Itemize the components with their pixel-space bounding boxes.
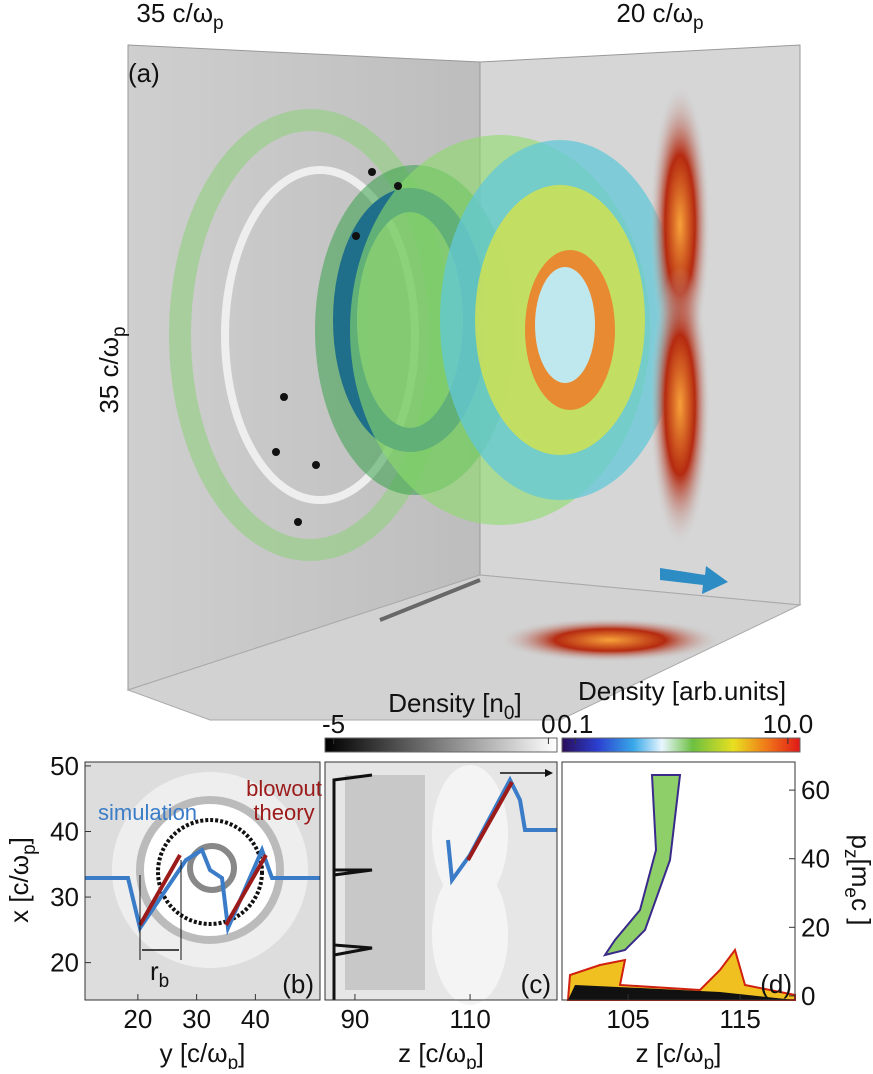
y-axis-label-part: [m bbox=[846, 859, 873, 888]
panel-label: (d) bbox=[760, 969, 792, 999]
dimension-label-part: p bbox=[693, 13, 704, 34]
y-axis-label-part: p bbox=[19, 844, 40, 855]
x-axis-label-part: p bbox=[466, 1053, 477, 1069]
y-axis-label-part: p bbox=[846, 835, 873, 849]
panel-label: (c) bbox=[521, 969, 551, 999]
colorbar-c bbox=[325, 738, 557, 752]
colorbar-d bbox=[562, 738, 800, 752]
panel-label: (a) bbox=[128, 58, 160, 88]
x-axis-label-part: y [c/ω bbox=[160, 1038, 228, 1068]
rb-label-part: r bbox=[150, 956, 159, 986]
dimension-label: 35 c/ωp bbox=[94, 326, 130, 413]
colorbar-tick-label: 0 bbox=[541, 709, 555, 739]
x-axis-label-part: p bbox=[704, 1053, 715, 1069]
x-tick-label: 40 bbox=[241, 1004, 270, 1034]
x-tick-label: 115 bbox=[719, 1004, 760, 1034]
y-tick-label: 40 bbox=[801, 844, 830, 874]
x-axis-label-part: ] bbox=[477, 1038, 484, 1068]
x-axis-label: z [c/ωp] bbox=[398, 1038, 484, 1069]
colorbar-tick-label: -5 bbox=[322, 709, 345, 739]
y-axis-label-part: x [c/ω bbox=[4, 855, 34, 923]
x-axis-label-part: ] bbox=[714, 1038, 721, 1068]
dimension-label-part: 35 c/ω bbox=[94, 337, 124, 414]
colorbar-label-part: ] bbox=[514, 688, 521, 718]
y-tick-label: 60 bbox=[801, 775, 830, 805]
colorbar-label-part: 0 bbox=[504, 703, 515, 724]
x-axis-label-part: z [c/ω bbox=[398, 1038, 466, 1068]
panel-label: (b) bbox=[282, 969, 314, 999]
y-axis-label-part: e bbox=[840, 887, 861, 898]
y-axis-label: pz[mec ] bbox=[840, 835, 873, 926]
colorbar-label: Density [arb.units] bbox=[578, 676, 786, 706]
scene-3d bbox=[128, 45, 800, 720]
dimension-label-part: 20 c/ω bbox=[616, 0, 693, 28]
x-axis-label: y [c/ωp] bbox=[160, 1038, 246, 1069]
x-axis-label-part: p bbox=[228, 1053, 239, 1069]
y-tick-label: 50 bbox=[50, 751, 79, 781]
y-axis-label: x [c/ωp] bbox=[4, 837, 40, 923]
legend-simulation: simulation bbox=[98, 800, 197, 825]
dimension-label: 20 c/ωp bbox=[616, 0, 703, 34]
y-tick-label: 20 bbox=[50, 948, 79, 978]
x-tick-label: 20 bbox=[123, 1004, 152, 1034]
dimension-label-part: 35 c/ω bbox=[136, 0, 213, 28]
panel-d-image bbox=[562, 762, 795, 1000]
dimension-label: 35 c/ωp bbox=[136, 0, 223, 34]
colorbar-tick-label: 0.1 bbox=[557, 709, 593, 739]
y-tick-label: 20 bbox=[801, 912, 830, 942]
x-tick-label: 110 bbox=[449, 1004, 490, 1034]
legend-theory: blowout bbox=[246, 776, 322, 801]
x-axis-label: z [c/ωp] bbox=[636, 1038, 722, 1069]
rb-label-part: b bbox=[159, 971, 170, 992]
colorbar-tick-label: 10.0 bbox=[763, 709, 814, 739]
legend-theory: theory bbox=[253, 800, 314, 825]
x-axis-label-part: ] bbox=[238, 1038, 245, 1068]
y-axis-label-part: z bbox=[840, 849, 861, 859]
colorbar-label-part: Density [n bbox=[388, 688, 504, 718]
figure: (a)35 c/ωp20 c/ωp35 c/ωp203040y [c/ωp]20… bbox=[0, 0, 873, 1069]
y-tick-label: 40 bbox=[50, 816, 79, 846]
y-axis-label-part: ] bbox=[4, 837, 34, 844]
dimension-label-part: p bbox=[109, 326, 130, 337]
y-tick-label: 30 bbox=[50, 882, 79, 912]
x-tick-label: 90 bbox=[340, 1004, 369, 1034]
x-tick-label: 105 bbox=[606, 1004, 649, 1034]
y-axis-label-part: c ] bbox=[846, 898, 873, 925]
dimension-label-part: p bbox=[213, 13, 224, 34]
y-tick-label: 0 bbox=[801, 981, 815, 1011]
x-tick-label: 30 bbox=[182, 1004, 211, 1034]
x-axis-label-part: z [c/ω bbox=[636, 1038, 704, 1068]
